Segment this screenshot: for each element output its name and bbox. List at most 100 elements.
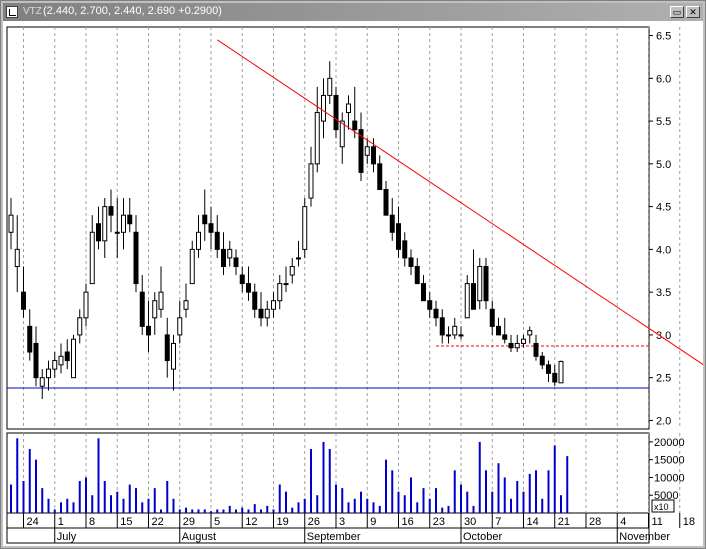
candle-body[interactable]	[496, 325, 501, 336]
candle-body[interactable]	[458, 334, 464, 337]
candle-body[interactable]	[477, 265, 483, 302]
candle-body[interactable]	[308, 163, 314, 199]
candle-body[interactable]	[283, 283, 289, 286]
candle-body[interactable]	[33, 342, 39, 379]
title-bar[interactable]: VTZ (2.440, 2.700, 2.440, 2.690 +0.2900)…	[3, 3, 703, 21]
close-button[interactable]: ✕	[686, 6, 700, 18]
candle-body[interactable]	[77, 317, 83, 336]
volume-panel[interactable]	[6, 432, 650, 514]
candle-body[interactable]	[39, 377, 45, 387]
candle-body[interactable]	[414, 265, 420, 285]
candle-body[interactable]	[527, 330, 533, 336]
restore-button[interactable]: ▭	[670, 6, 684, 18]
candle-body[interactable]	[552, 372, 558, 383]
candle-body[interactable]	[58, 355, 64, 366]
candle-body[interactable]	[202, 214, 208, 225]
candle-body[interactable]	[346, 103, 351, 114]
candle-body[interactable]	[227, 248, 233, 259]
candle-body[interactable]	[364, 146, 370, 156]
candle-body[interactable]	[89, 231, 95, 285]
candle-body[interactable]	[264, 308, 270, 319]
candle-body[interactable]	[52, 360, 58, 370]
candle-body[interactable]	[277, 283, 283, 302]
candle-body[interactable]	[402, 240, 408, 259]
candle-body[interactable]	[296, 257, 301, 260]
candle-body[interactable]	[183, 300, 189, 310]
candle-body[interactable]	[221, 248, 226, 267]
candle-body[interactable]	[539, 355, 545, 366]
chart-area[interactable]: 24 1 8 15 22 29 5 12 19 26 3 9 16 23 30 7 14 21 28 4 11 18 Jul…	[3, 21, 706, 546]
candle-body[interactable]	[546, 364, 551, 374]
candle-body[interactable]	[152, 300, 158, 319]
trendline[interactable]	[216, 39, 706, 399]
candle-body[interactable]	[471, 283, 476, 310]
candle-body[interactable]	[27, 325, 33, 353]
candle-body[interactable]	[246, 283, 251, 293]
candle-body[interactable]	[446, 334, 451, 337]
candle-body[interactable]	[464, 283, 470, 319]
stock-chart[interactable]: 24 1 8 15 22 29 5 12 19 26 3 9 16 23 30 7 14 21 28 4 11 18Jul…	[3, 21, 706, 546]
candle-body[interactable]	[558, 360, 564, 384]
candle-body[interactable]	[452, 325, 458, 336]
candle-body[interactable]	[46, 368, 51, 379]
candle-body[interactable]	[483, 265, 489, 302]
candle-body[interactable]	[139, 291, 145, 327]
candle-body[interactable]	[71, 338, 76, 379]
candle-body[interactable]	[389, 214, 395, 233]
candle-body[interactable]	[439, 317, 445, 336]
candle-body[interactable]	[127, 214, 133, 225]
candle-body[interactable]	[489, 308, 495, 327]
candle-body[interactable]	[158, 291, 164, 310]
day-label: 7	[495, 516, 501, 528]
candle-body[interactable]	[339, 120, 345, 148]
candle-body[interactable]	[171, 342, 176, 370]
candle-body[interactable]	[121, 214, 126, 233]
candle-body[interactable]	[258, 308, 264, 319]
candle-body[interactable]	[252, 291, 258, 310]
candle-body[interactable]	[358, 129, 364, 173]
candle-body[interactable]	[421, 283, 426, 302]
candle-body[interactable]	[433, 308, 439, 319]
candle-body[interactable]	[96, 223, 101, 242]
candle-body[interactable]	[108, 206, 114, 216]
candle-body[interactable]	[233, 257, 239, 267]
candle-body[interactable]	[189, 248, 195, 285]
candle-body[interactable]	[514, 342, 520, 349]
candle-body[interactable]	[427, 300, 433, 310]
candle-body[interactable]	[83, 291, 89, 319]
candle-body[interactable]	[289, 265, 295, 276]
candle-body[interactable]	[146, 325, 151, 336]
candle-body[interactable]	[177, 317, 183, 336]
candle-body[interactable]	[521, 338, 526, 344]
candle-body[interactable]	[396, 223, 401, 250]
volume-bar	[97, 438, 100, 513]
candle-body[interactable]	[314, 112, 320, 165]
volume-bar	[178, 509, 181, 513]
candle-body[interactable]	[196, 231, 201, 250]
candle-body[interactable]	[377, 163, 383, 191]
candle-body[interactable]	[208, 223, 214, 233]
candle-body[interactable]	[164, 334, 170, 362]
candle-body[interactable]	[133, 231, 139, 285]
candle-body[interactable]	[371, 146, 376, 165]
candle-body[interactable]	[508, 342, 514, 349]
chart-window-icon[interactable]	[6, 6, 18, 18]
candle-body[interactable]	[114, 231, 120, 234]
candle-body[interactable]	[8, 214, 14, 233]
candle-body[interactable]	[408, 257, 414, 267]
candle-body[interactable]	[333, 94, 339, 131]
candle-body[interactable]	[321, 94, 326, 122]
candle-body[interactable]	[352, 120, 358, 131]
candle-body[interactable]	[533, 342, 539, 357]
candle-body[interactable]	[502, 334, 508, 340]
candle-body[interactable]	[102, 206, 108, 242]
candle-body[interactable]	[383, 189, 389, 216]
candle-body[interactable]	[239, 274, 245, 285]
candle-body[interactable]	[327, 77, 333, 96]
candle-body[interactable]	[64, 351, 70, 362]
candle-body[interactable]	[14, 248, 20, 267]
candle-body[interactable]	[271, 300, 276, 310]
candle-body[interactable]	[214, 231, 220, 250]
candle-body[interactable]	[302, 206, 308, 250]
candle-body[interactable]	[21, 291, 26, 310]
